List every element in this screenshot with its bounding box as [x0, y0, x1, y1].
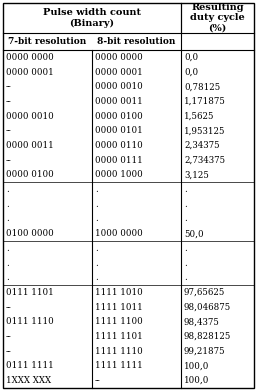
Text: --: -- — [6, 97, 12, 106]
Text: 0111 1110: 0111 1110 — [6, 317, 54, 326]
Text: .: . — [184, 200, 187, 209]
Text: 1111 1011: 1111 1011 — [95, 303, 143, 312]
Text: 0000 0000: 0000 0000 — [6, 53, 54, 62]
Text: 2,734375: 2,734375 — [184, 156, 225, 165]
Text: 0000 0100: 0000 0100 — [6, 170, 54, 179]
Text: Resulting
duty cycle
(%): Resulting duty cycle (%) — [190, 3, 245, 33]
Text: 0000 1000: 0000 1000 — [95, 170, 143, 179]
Text: 1,5625: 1,5625 — [184, 111, 215, 121]
Text: 0000 0010: 0000 0010 — [95, 82, 143, 91]
Text: 0000 0101: 0000 0101 — [95, 126, 143, 135]
Text: .: . — [6, 273, 9, 282]
Text: 0000 0010: 0000 0010 — [6, 111, 54, 121]
Text: 7-bit resolution: 7-bit resolution — [8, 37, 87, 46]
Text: .: . — [184, 215, 187, 224]
Text: 0,0: 0,0 — [184, 53, 198, 62]
Text: .: . — [184, 244, 187, 253]
Text: 98,828125: 98,828125 — [184, 332, 231, 341]
Text: 2,34375: 2,34375 — [184, 141, 220, 150]
Text: 0000 0001: 0000 0001 — [95, 68, 143, 77]
Text: 0,0: 0,0 — [184, 68, 198, 77]
Text: .: . — [95, 273, 98, 282]
Text: 100,0: 100,0 — [184, 376, 209, 385]
Text: 1111 1010: 1111 1010 — [95, 288, 143, 297]
Text: 0100 0000: 0100 0000 — [6, 229, 54, 238]
Text: 0000 0111: 0000 0111 — [95, 156, 143, 165]
Text: 1XXX XXX: 1XXX XXX — [6, 376, 51, 385]
Text: .: . — [6, 215, 9, 224]
Text: .: . — [95, 244, 98, 253]
Bar — [3, 33, 254, 50]
Text: 1111 1101: 1111 1101 — [95, 332, 143, 341]
Text: --: -- — [6, 332, 12, 341]
Text: 100,0: 100,0 — [184, 361, 209, 370]
Text: 1,953125: 1,953125 — [184, 126, 225, 135]
Text: 1,171875: 1,171875 — [184, 97, 226, 106]
Text: 8-bit resolution: 8-bit resolution — [97, 37, 176, 46]
Text: 97,65625: 97,65625 — [184, 288, 225, 297]
Text: .: . — [6, 258, 9, 267]
Text: 0,78125: 0,78125 — [184, 82, 220, 91]
Text: 0000 0110: 0000 0110 — [95, 141, 143, 150]
Text: 0000 0100: 0000 0100 — [95, 111, 143, 121]
Text: 0000 0000: 0000 0000 — [95, 53, 143, 62]
Text: 3,125: 3,125 — [184, 170, 209, 179]
Text: .: . — [6, 200, 9, 209]
Text: 1111 1111: 1111 1111 — [95, 361, 143, 370]
Bar — [181, 3, 254, 33]
Text: 0000 0011: 0000 0011 — [6, 141, 54, 150]
Text: .: . — [184, 185, 187, 194]
Text: .: . — [95, 215, 98, 224]
Text: 50,0: 50,0 — [184, 229, 204, 238]
Text: Pulse width count
(Binary): Pulse width count (Binary) — [43, 8, 141, 28]
Text: .: . — [6, 244, 9, 253]
Text: .: . — [95, 185, 98, 194]
Text: --: -- — [95, 376, 101, 385]
Text: 98,046875: 98,046875 — [184, 303, 231, 312]
Text: .: . — [95, 258, 98, 267]
Text: .: . — [184, 273, 187, 282]
Text: 99,21875: 99,21875 — [184, 347, 226, 356]
Text: 0111 1101: 0111 1101 — [6, 288, 54, 297]
Text: --: -- — [6, 156, 12, 165]
Text: --: -- — [6, 82, 12, 91]
Text: --: -- — [6, 347, 12, 356]
Text: .: . — [6, 185, 9, 194]
Text: --: -- — [6, 303, 12, 312]
Bar — [3, 3, 181, 33]
Text: --: -- — [6, 126, 12, 135]
Text: .: . — [184, 258, 187, 267]
Text: 1111 1110: 1111 1110 — [95, 347, 143, 356]
Text: 98,4375: 98,4375 — [184, 317, 220, 326]
Text: 0000 0001: 0000 0001 — [6, 68, 54, 77]
Text: 0111 1111: 0111 1111 — [6, 361, 54, 370]
Text: 1111 1100: 1111 1100 — [95, 317, 143, 326]
Text: 1000 0000: 1000 0000 — [95, 229, 143, 238]
Text: .: . — [95, 200, 98, 209]
Text: 0000 0011: 0000 0011 — [95, 97, 143, 106]
